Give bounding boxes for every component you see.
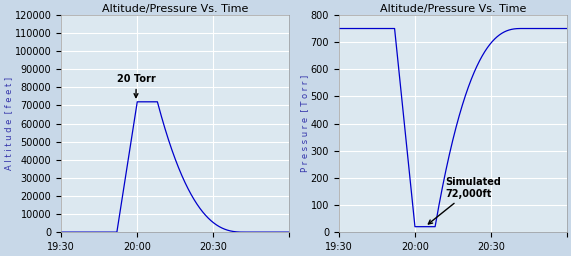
Text: 20 Torr: 20 Torr — [117, 74, 156, 98]
Y-axis label: P r e s s u r e  [ T o r r ]: P r e s s u r e [ T o r r ] — [300, 75, 309, 172]
Title: Altitude/Pressure Vs. Time: Altitude/Pressure Vs. Time — [102, 4, 248, 14]
Title: Altitude/Pressure Vs. Time: Altitude/Pressure Vs. Time — [380, 4, 526, 14]
Y-axis label: A l t i t u d e  [ f e e t ]: A l t i t u d e [ f e e t ] — [4, 77, 13, 170]
Text: Simulated
72,000ft: Simulated 72,000ft — [428, 177, 501, 224]
